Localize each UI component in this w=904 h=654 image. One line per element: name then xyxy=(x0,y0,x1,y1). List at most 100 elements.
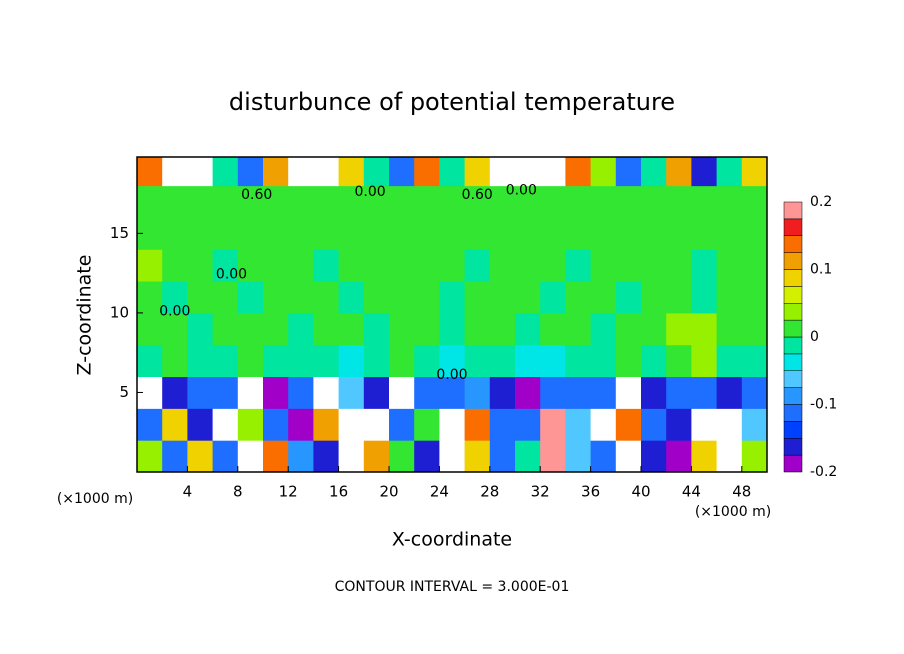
cell xyxy=(212,281,239,314)
cell xyxy=(439,408,466,441)
cell xyxy=(590,281,617,314)
x-tick-label: 8 xyxy=(233,483,243,501)
cell xyxy=(338,440,365,472)
cell xyxy=(489,281,516,314)
cell xyxy=(414,157,440,187)
colorbar-segment xyxy=(783,269,803,287)
cell xyxy=(263,249,289,282)
cell xyxy=(263,312,289,346)
field xyxy=(137,157,767,472)
cell xyxy=(515,281,541,314)
contour-label: 0.00 xyxy=(355,184,386,200)
cell xyxy=(641,440,667,472)
y-tick-label: 15 xyxy=(110,224,129,242)
cell xyxy=(288,281,314,314)
cell xyxy=(313,157,340,187)
cell xyxy=(363,281,390,314)
cell xyxy=(338,281,365,314)
cell xyxy=(263,376,289,409)
cell xyxy=(641,344,667,378)
colorbar-segment xyxy=(783,404,803,422)
cell xyxy=(162,408,188,441)
cell xyxy=(414,344,440,378)
cell xyxy=(590,344,617,378)
cell xyxy=(590,157,617,187)
cell xyxy=(565,157,592,187)
cell xyxy=(212,312,239,346)
cell xyxy=(389,185,415,218)
cell xyxy=(237,344,264,378)
cell xyxy=(741,440,767,472)
cell xyxy=(439,185,466,218)
colorbar-segment xyxy=(783,370,803,388)
cell xyxy=(540,157,566,187)
cell xyxy=(716,440,743,472)
cell xyxy=(590,217,617,250)
cell xyxy=(263,440,289,472)
cell xyxy=(137,408,163,441)
cell xyxy=(338,157,365,187)
cell xyxy=(439,312,466,346)
cell xyxy=(565,408,592,441)
cell xyxy=(691,408,718,441)
x-tick-label: 32 xyxy=(531,483,550,501)
cell xyxy=(363,185,390,218)
cell xyxy=(515,185,541,218)
x-tick-label: 12 xyxy=(279,483,298,501)
cell xyxy=(414,440,440,472)
chart-title: disturbunce of potential temperature xyxy=(229,88,675,116)
cell xyxy=(615,376,642,409)
cell xyxy=(212,185,239,218)
cell xyxy=(489,157,516,187)
cell xyxy=(313,376,340,409)
colorbar-segment xyxy=(783,438,803,456)
cell xyxy=(237,376,264,409)
colorbar-segment xyxy=(783,353,803,371)
colorbar-segment xyxy=(783,235,803,253)
cell xyxy=(237,440,264,472)
cell xyxy=(741,312,767,346)
cell xyxy=(515,217,541,250)
y-tick-label: 5 xyxy=(119,383,129,401)
cell xyxy=(615,249,642,282)
cell xyxy=(641,312,667,346)
cell xyxy=(666,249,692,282)
cell xyxy=(363,312,390,346)
cell xyxy=(515,157,541,187)
cell xyxy=(489,249,516,282)
cell xyxy=(162,157,188,187)
cell xyxy=(590,376,617,409)
cell xyxy=(565,344,592,378)
cell xyxy=(590,440,617,472)
cell xyxy=(338,185,365,218)
colorbar-label: 0.2 xyxy=(810,194,832,210)
contour-label: 0.60 xyxy=(462,187,493,203)
cell xyxy=(464,281,491,314)
cell xyxy=(691,344,718,378)
cell xyxy=(464,312,491,346)
cell xyxy=(540,440,566,472)
cell xyxy=(540,312,566,346)
colorbar-segment xyxy=(783,218,803,236)
cell xyxy=(263,344,289,378)
x-tick-label: 44 xyxy=(682,483,701,501)
cell xyxy=(691,157,718,187)
cell xyxy=(741,408,767,441)
cell xyxy=(439,157,466,187)
cell xyxy=(565,440,592,472)
cell xyxy=(313,281,340,314)
cell xyxy=(540,281,566,314)
cell xyxy=(263,281,289,314)
cell xyxy=(464,249,491,282)
cell xyxy=(540,249,566,282)
cell xyxy=(515,312,541,346)
cell xyxy=(615,217,642,250)
cell xyxy=(716,408,743,441)
cell xyxy=(666,440,692,472)
cell xyxy=(590,249,617,282)
cell xyxy=(691,281,718,314)
cell xyxy=(691,376,718,409)
cell xyxy=(515,408,541,441)
cell xyxy=(363,376,390,409)
x-tick-label: 16 xyxy=(329,483,348,501)
